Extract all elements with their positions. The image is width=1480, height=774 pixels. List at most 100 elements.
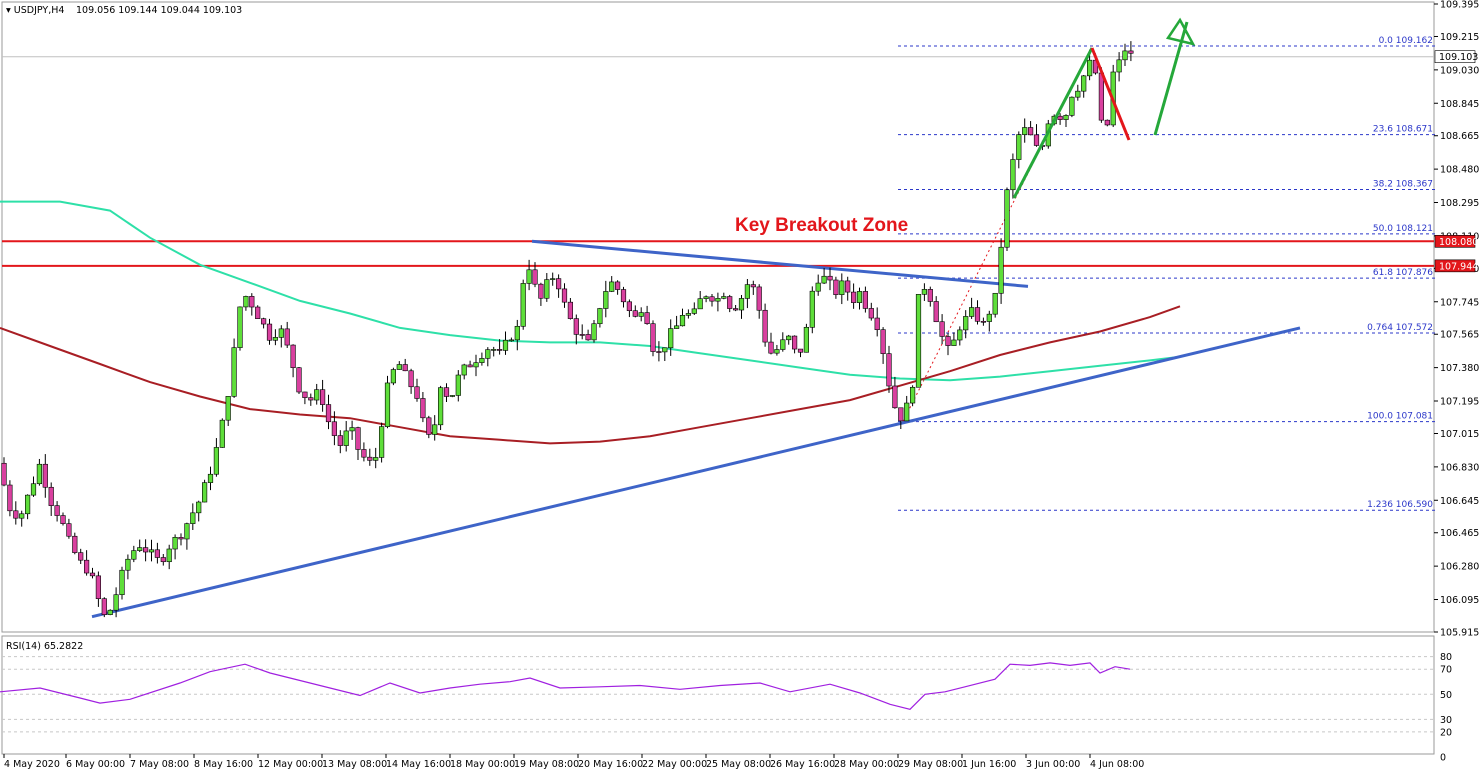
bull-candle — [986, 313, 992, 322]
resistance-tag-2-text: 107.944 — [1439, 261, 1478, 272]
bull-candle — [485, 349, 491, 359]
bull-candle — [809, 290, 815, 328]
bull-candle — [390, 369, 397, 384]
resistance-tag-1-text: 108.080 — [1439, 237, 1478, 248]
bull-candle — [662, 347, 668, 353]
bear-candle — [42, 463, 48, 488]
bull-candle — [1063, 115, 1069, 120]
bull-candle — [231, 347, 237, 397]
bull-candle — [1081, 75, 1087, 92]
bull-candle — [1004, 189, 1010, 248]
bear-candle — [862, 291, 868, 309]
bull-candle — [915, 294, 922, 388]
x-tick-label: 13 May 08:00 — [322, 759, 387, 770]
rsi-series — [0, 662, 1131, 710]
bear-candle — [532, 269, 538, 285]
bear-candle — [650, 323, 656, 352]
bear-candle — [467, 364, 473, 368]
bull-candle — [24, 494, 31, 515]
bull-candle — [432, 424, 438, 435]
rsi-tick-label: 70 — [1440, 665, 1452, 676]
bull-candle — [1122, 50, 1128, 61]
resistance-tag-2 — [1434, 259, 1476, 273]
bear-candle — [850, 291, 857, 303]
rsi-tick-label: 50 — [1440, 690, 1452, 701]
bull-candle — [131, 550, 137, 560]
bull-candle — [237, 306, 243, 348]
x-tick-label: 26 May 16:00 — [770, 759, 835, 770]
bull-candle — [691, 308, 697, 314]
y-tick-label: 107.380 — [1440, 363, 1479, 374]
bull-candle — [202, 482, 208, 503]
rsi-label: RSI(14) 65.2822 — [6, 641, 83, 652]
bear-candle — [266, 323, 273, 341]
bear-candle — [845, 280, 851, 293]
bull-candle — [219, 419, 225, 448]
current-price-tag-text: 109.103 — [1439, 52, 1478, 63]
bull-candle — [815, 282, 821, 292]
fib-label: 50.0 108.121 — [1373, 224, 1433, 234]
bear-candle — [585, 334, 591, 341]
bear-candle — [7, 484, 13, 512]
bear-candle — [750, 284, 756, 288]
bear-candle — [48, 486, 54, 506]
y-tick-label: 108.295 — [1440, 198, 1479, 209]
rsi-tick-label: 80 — [1440, 652, 1452, 663]
rsi-tick-label: 20 — [1440, 727, 1452, 738]
bull-candle — [679, 315, 686, 327]
fib-label: 100.0 107.081 — [1367, 412, 1433, 422]
bear-candle — [614, 281, 621, 290]
bull-candle — [19, 513, 25, 519]
bear-candle — [296, 367, 302, 393]
bull-candle — [473, 362, 479, 368]
y-tick-label: 108.480 — [1440, 165, 1479, 176]
green-impulse-arrow — [1012, 47, 1094, 199]
bull-candle — [856, 291, 863, 303]
fib-label: 61.8 107.876 — [1373, 268, 1433, 278]
bear-candle — [732, 308, 739, 311]
bull-candle — [685, 313, 691, 316]
trendline — [531, 239, 1029, 288]
bull-candle — [1087, 59, 1093, 77]
bull-candle — [550, 278, 556, 280]
rsi-tick-label: 30 — [1440, 715, 1452, 726]
bull-candle — [207, 473, 214, 483]
bull-candle — [957, 329, 963, 341]
x-tick-label: 29 May 08:00 — [898, 759, 963, 770]
bear-candle — [337, 435, 343, 446]
bull-candle — [166, 548, 172, 563]
candles — [1, 41, 1134, 618]
ema-green-line — [0, 200, 1181, 382]
bull-candle — [526, 269, 532, 284]
current-price-tag — [1434, 50, 1476, 63]
bull-candle — [721, 296, 727, 299]
fib-label: 0.764 107.572 — [1367, 323, 1433, 333]
bear-candle — [60, 515, 66, 524]
bear-candle — [402, 364, 408, 372]
rsi-panel — [1, 635, 1435, 755]
x-tick-label: 8 May 16:00 — [194, 759, 253, 770]
bear-candle — [1098, 72, 1104, 121]
bear-candle — [95, 575, 101, 600]
bull-candle — [591, 323, 597, 341]
bear-candle — [361, 449, 367, 458]
bear-candle — [886, 353, 892, 387]
bear-candle — [939, 321, 945, 337]
bear-candle — [561, 288, 568, 303]
bear-candle — [54, 505, 60, 516]
ohlc-values: 109.056 109.144 109.044 109.103 — [76, 5, 242, 16]
moving-averages — [0, 200, 1181, 445]
bull-candle — [963, 316, 969, 331]
bear-candle — [160, 557, 166, 563]
bull-candle — [909, 386, 916, 404]
bear-candle — [367, 456, 373, 461]
bull-candle — [544, 279, 550, 299]
bear-candle — [355, 427, 361, 450]
y-tick-label: 106.830 — [1440, 462, 1479, 473]
bull-candle — [479, 358, 485, 363]
bear-candle — [325, 404, 332, 423]
x-tick-label: 3 Jun 00:00 — [1026, 759, 1080, 770]
symbol-text: USDJPY,H4 — [14, 5, 65, 16]
bear-candle — [1104, 119, 1110, 126]
